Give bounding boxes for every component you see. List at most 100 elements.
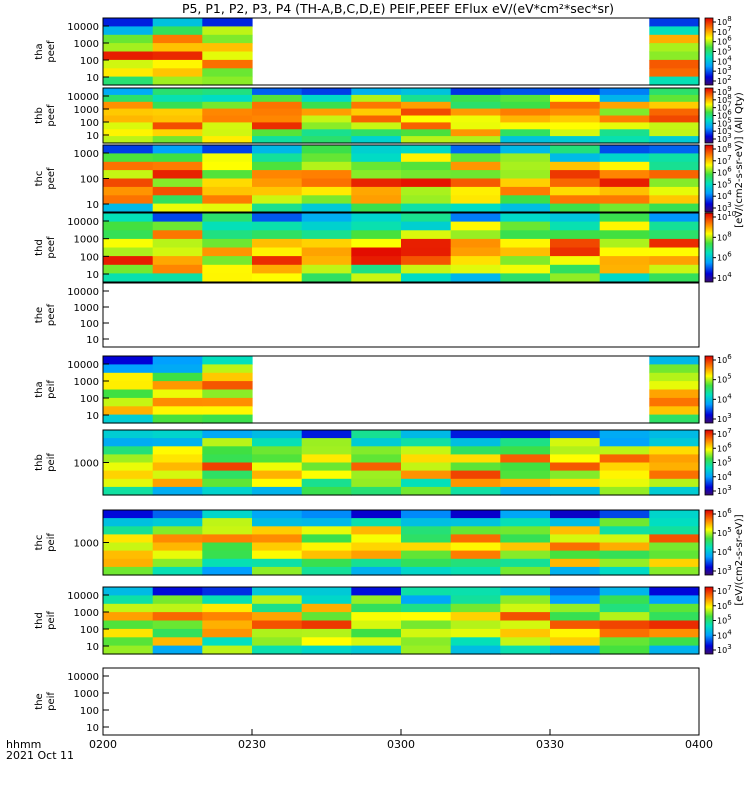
heatmap-cell (103, 161, 154, 171)
y-tick-label: 10 (86, 642, 99, 653)
heatmap-cell (500, 534, 551, 544)
heatmap-cell (152, 247, 203, 257)
colorbar-tick-label: 104 (717, 189, 732, 201)
heatmap-cell (202, 34, 253, 44)
heatmap-cell (103, 612, 154, 622)
heatmap-cell (252, 628, 303, 638)
heatmap-cell (599, 510, 650, 519)
heatmap-cell (450, 195, 501, 205)
heatmap-cell (202, 115, 253, 123)
heatmap-cell (301, 542, 352, 552)
heatmap-cell (500, 518, 551, 527)
heatmap-cell (599, 136, 650, 144)
heatmap-cell (649, 186, 700, 196)
heatmap-cell (450, 603, 501, 613)
heatmap-cell (351, 595, 402, 605)
heatmap-cell (550, 603, 601, 613)
heatmap-cell (202, 136, 253, 144)
heatmap-cell (152, 510, 203, 519)
heatmap-cell (152, 122, 203, 130)
heatmap-cell (401, 558, 452, 568)
panel-label-product: peif (46, 453, 57, 472)
y-tick-label: 10 (86, 335, 99, 346)
heatmap-cell (500, 195, 551, 205)
heatmap-cell (649, 628, 700, 638)
heatmap-cell (103, 101, 154, 110)
heatmap-cell (301, 628, 352, 638)
heatmap-cell (351, 94, 402, 103)
heatmap-cell (152, 430, 203, 439)
heatmap-cell (500, 108, 551, 117)
heatmap-cell (550, 122, 601, 130)
heatmap-cell (301, 101, 352, 110)
panel-the_peef: the peef 10000 1000 100 10 (34, 282, 700, 348)
heatmap-cell (500, 510, 551, 519)
y-tick-label: 1000 (74, 608, 99, 619)
heatmap-cell (202, 518, 253, 527)
colorbar-tick-label: 106 (717, 507, 732, 519)
y-tick-label: 10000 (67, 287, 99, 298)
colorbar-tick-label: 107 (717, 584, 732, 596)
heatmap-cell (301, 145, 352, 154)
heatmap-cell (351, 161, 402, 171)
heatmap-cell (599, 645, 650, 655)
heatmap-cell (649, 221, 700, 231)
colorbar-tick-label: 105 (717, 614, 732, 626)
heatmap-cell (103, 566, 154, 576)
heatmap-cell (401, 238, 452, 249)
heatmap-cell (649, 364, 700, 374)
heatmap-cell (550, 108, 601, 117)
heatmap-cell (103, 145, 154, 154)
heatmap-cell (202, 526, 253, 535)
heatmap-cell (351, 637, 402, 647)
heatmap-cell (152, 161, 203, 171)
heatmap-cell (301, 438, 352, 447)
heatmap-cell (351, 247, 402, 257)
heatmap-cell (252, 438, 303, 447)
heatmap-cell (401, 178, 452, 188)
heatmap-cell (649, 462, 700, 472)
heatmap-cell (351, 213, 402, 223)
heatmap-cell (649, 178, 700, 188)
heatmap-cell (351, 203, 402, 213)
heatmap-cell (301, 612, 352, 622)
heatmap-cell (152, 186, 203, 196)
heatmap-cell (152, 645, 203, 655)
heatmap-cell (152, 446, 203, 455)
heatmap-cell (401, 462, 452, 472)
heatmap-cell (103, 136, 154, 144)
heatmap-cell (500, 273, 551, 283)
y-tick-label: 10 (86, 73, 99, 84)
panel-background (103, 283, 699, 347)
panel-frame (102, 87, 700, 144)
heatmap-cell (202, 238, 253, 249)
colorbar-tick-label: 104 (717, 470, 732, 482)
heatmap-cell (152, 542, 203, 552)
y-tick-label: 10000 (67, 217, 99, 228)
heatmap-cell (450, 221, 501, 231)
heatmap-cell (649, 534, 700, 544)
y-tick-label: 100 (80, 394, 99, 405)
heatmap-cell (550, 264, 601, 274)
heatmap-cell (103, 645, 154, 655)
heatmap-cell (599, 178, 650, 188)
heatmap-cell (252, 129, 303, 137)
heatmap-cell (103, 203, 154, 213)
panel-label-product: peif (46, 380, 57, 399)
heatmap-cell (103, 518, 154, 527)
heatmap-cell (450, 247, 501, 257)
heatmap-cell (301, 170, 352, 180)
heatmap-cell (450, 153, 501, 163)
heatmap-cell (649, 595, 700, 605)
heatmap-cell (103, 186, 154, 196)
panel-thd_peif: thd peif 10000 1000 100 10 (34, 586, 700, 655)
heatmap-cell (252, 195, 303, 205)
heatmap-cell (599, 486, 650, 496)
heatmap-cell (301, 94, 352, 103)
heatmap-cell (301, 178, 352, 188)
heatmap-cell (450, 628, 501, 638)
heatmap-cell (649, 203, 700, 213)
